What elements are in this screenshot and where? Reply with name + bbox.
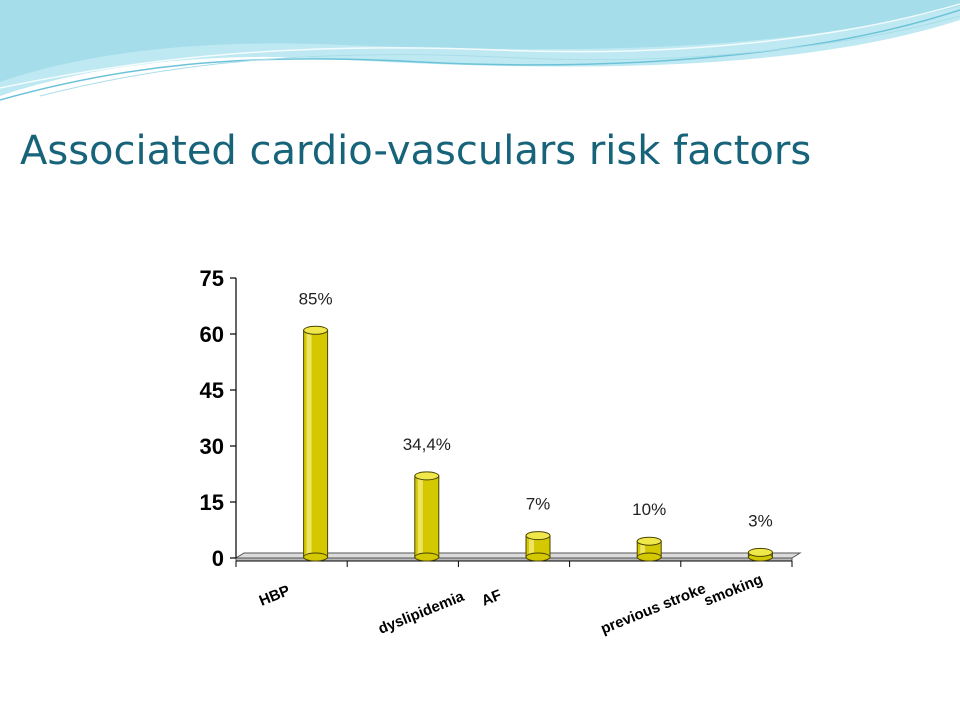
bar-cap	[414, 471, 440, 481]
y-tick-label: 0	[212, 546, 224, 571]
wave-line-2	[39, 15, 960, 97]
header-wave-decoration	[0, 0, 960, 101]
bar	[303, 325, 329, 562]
x-category-label: smoking	[702, 571, 766, 610]
bar-base	[636, 552, 662, 562]
bars	[303, 325, 773, 562]
bar-value-label: 10%	[632, 500, 666, 519]
wave-band-mid	[0, 0, 960, 82]
bar-base	[414, 552, 440, 562]
bar-highlight	[529, 535, 534, 558]
bar-value-label: 34,4%	[403, 435, 451, 454]
x-category-label: HBP	[257, 582, 293, 610]
bar-base	[303, 552, 329, 562]
bar	[747, 547, 773, 562]
y-tick-label: 60	[200, 322, 224, 347]
wave-line-1	[0, 9, 960, 101]
y-tick-label: 45	[200, 378, 224, 403]
bar-cap	[303, 325, 329, 335]
bar-highlight	[640, 541, 646, 558]
y-tick-label: 15	[200, 490, 224, 515]
x-category-label: AF	[479, 586, 504, 609]
bar-base	[525, 552, 551, 562]
y-tick-label: 75	[200, 266, 224, 291]
wave-line-3	[0, 3, 960, 89]
x-category-label: previous stroke	[598, 580, 708, 638]
bar-value-label: 3%	[748, 511, 773, 530]
bar-value-label: 85%	[299, 289, 333, 308]
bar-cap	[525, 531, 551, 541]
slide-title: Associated cardio-vasculars risk factors	[20, 128, 812, 174]
y-axis: 0 15 30 45 60 75	[200, 266, 237, 571]
y-tick-label: 30	[200, 434, 224, 459]
bar-highlight	[306, 330, 312, 558]
x-category-label: dyslipidemia	[376, 588, 467, 638]
bar-value-label: 7%	[526, 495, 551, 514]
bar-cap	[747, 547, 773, 557]
bar	[636, 536, 662, 562]
bar	[525, 531, 551, 562]
data-labels: 85% 34,4% 7% 10% 3%	[299, 289, 773, 530]
bar-highlight	[417, 475, 423, 558]
bar	[414, 471, 440, 562]
bar-cap	[636, 536, 662, 546]
